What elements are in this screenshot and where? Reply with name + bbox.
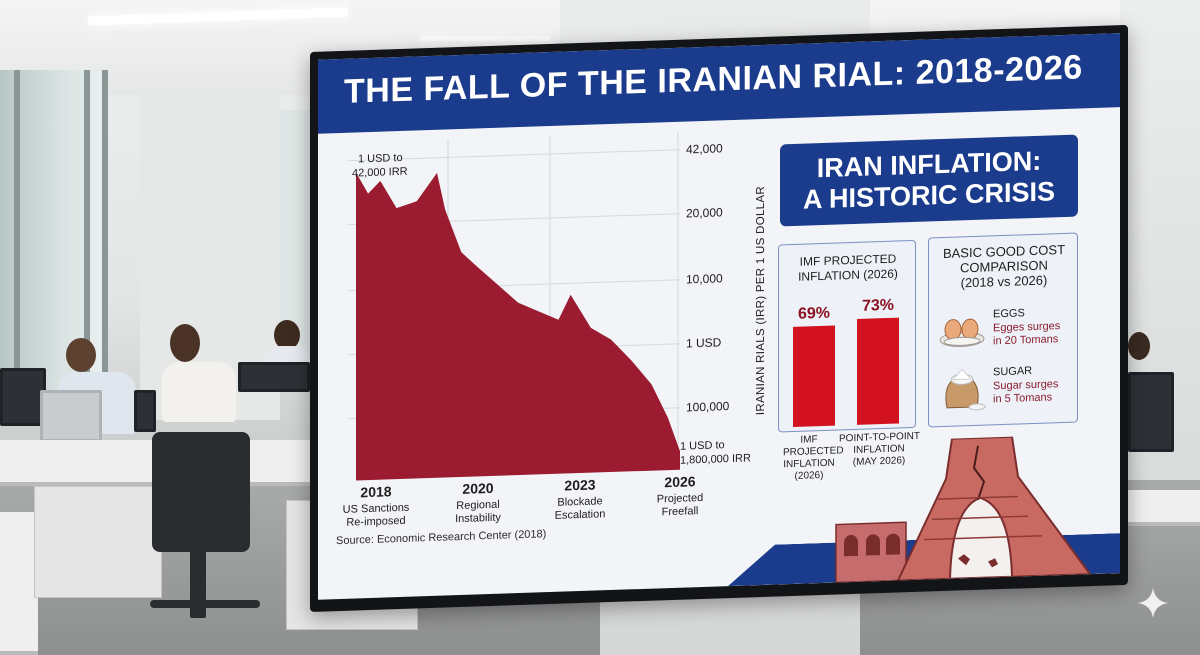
person [274,320,300,350]
laptop [40,390,102,442]
item-note: Egges surges in 20 Tomans [993,320,1060,348]
x-tick-event: Freefall [662,505,699,518]
imf-bar [857,317,899,425]
x-tick-year: 2018 [360,483,391,500]
item-name: SUGAR [993,365,1033,379]
infographic-screen: THE FALL OF THE IRANIAN RIAL: 2018-2026 … [318,33,1120,600]
person [170,324,200,362]
start-annotation-line1: 1 USD to [358,152,403,165]
item-name: EGGS [993,307,1025,321]
imf-bar-chart: 69% 73% [793,297,899,427]
person [162,362,236,422]
x-tick-event: Re-imposed [346,515,405,529]
desk-monitor [238,362,310,392]
desk-monitor [1128,372,1174,452]
desk [1126,490,1200,526]
x-tick-event: Escalation [555,508,606,522]
cost-panel-title: BASIC GOOD COST COMPARISON (2018 vs 2026… [929,241,1079,291]
desk [0,512,38,655]
ceiling-light [420,36,550,41]
sparkle-watermark-icon [1138,588,1168,618]
end-annotation-line1: 1 USD to [680,439,725,452]
infographic-title: THE FALL OF THE IRANIAN RIAL: 2018-2026 [344,48,1083,111]
crisis-heading: IRAN INFLATION: A HISTORIC CRISIS [780,134,1078,227]
cost-item-eggs: EGGS Egges surges in 20 Tomans [935,304,1075,359]
office-chair [152,432,250,552]
y-tick-label: 10,000 [686,271,723,286]
x-tick-year: 2023 [564,477,595,494]
desk-monitor [0,368,46,426]
y-tick-label: 42,000 [686,141,723,156]
note-line: in 5 Tomans [993,391,1053,406]
y-tick-label: 100,000 [686,399,730,414]
imf-bar [793,325,835,427]
x-tick-year: 2026 [664,473,695,490]
imf-bar-label: 69% [798,305,830,323]
eggs-icon [939,318,985,347]
cost-item-sugar: SUGAR Sugar surges in 5 Tomans [935,362,1075,417]
ceiling-light [87,7,349,26]
note-line: in 20 Tomans [993,333,1059,348]
azadi-tower-illustration [835,435,1092,583]
y-axis-label: IRANIAN RIALS (IRR) PER 1 US DOLLAR [755,186,767,415]
sugar-sack-icon [945,368,986,411]
imf-inflation-panel: IMF PROJECTED INFLATION (2026) 69% 73% IM… [778,239,920,482]
title-band: THE FALL OF THE IRANIAN RIAL: 2018-2026 [318,33,1120,134]
drawer-cabinet [34,486,162,598]
tv-display: THE FALL OF THE IRANIAN RIAL: 2018-2026 … [310,24,1128,613]
svg-text:IRANIAN RIALS (IRR) PER 1 US D: IRANIAN RIALS (IRR) PER 1 US DOLLAR [755,186,767,415]
x-tick-event: Instability [455,512,501,526]
grid-line [348,149,680,162]
end-annotation-line2: 1,800,000 IRR [680,452,751,466]
y-tick-label: 1 USD [686,335,722,350]
desk-monitor [134,390,156,432]
person [66,338,96,372]
person [1128,332,1150,360]
start-annotation-line2: 42,000 IRR [352,166,408,180]
rial-value-area [356,172,680,481]
window [280,110,315,360]
x-tick-event: Regional [456,499,499,512]
imf-bar-label: 73% [862,297,894,315]
x-tick-event: Blockade [557,495,602,508]
office-chair [150,600,260,608]
x-tick-event: US Sanctions [343,502,410,516]
cost-comparison-panel: BASIC GOOD COST COMPARISON (2018 vs 2026… [928,232,1079,428]
item-note: Sugar surges in 5 Tomans [993,378,1058,406]
x-tick-year: 2020 [462,480,493,497]
y-tick-label: 20,000 [686,205,723,220]
x-tick-event: Projected [657,492,703,506]
